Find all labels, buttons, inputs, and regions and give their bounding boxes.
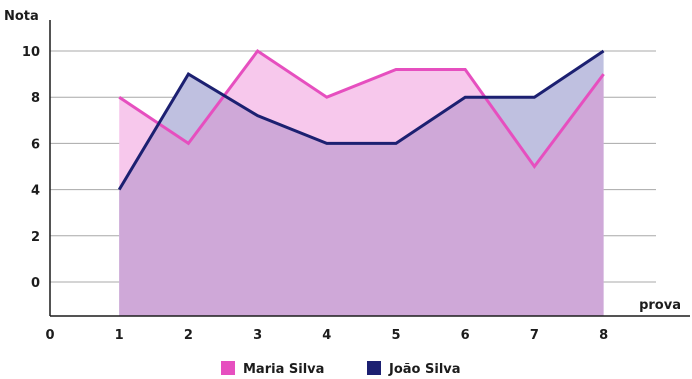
x-tick-label: 4 bbox=[322, 328, 331, 343]
area-overlap bbox=[119, 51, 604, 316]
axes bbox=[49, 20, 690, 317]
y-tick-label: 4 bbox=[31, 184, 40, 199]
legend-item-maria-silva: Maria Silva bbox=[221, 361, 324, 377]
legend-label: João Silva bbox=[388, 362, 461, 377]
x-tick-label: 5 bbox=[391, 328, 400, 343]
tick-labels: 0 1 2 3 4 5 6 7 8 0 2 4 6 8 10 bbox=[22, 45, 608, 343]
x-tick-label: 8 bbox=[599, 328, 608, 343]
legend-label: Maria Silva bbox=[243, 362, 324, 377]
legend: Maria Silva João Silva bbox=[221, 361, 461, 377]
line-layer bbox=[117, 48, 605, 191]
legend-swatch bbox=[367, 361, 381, 375]
x-tick-label: 2 bbox=[184, 328, 193, 343]
series-line-maria-silva bbox=[118, 48, 605, 170]
x-tick-label: 6 bbox=[461, 328, 470, 343]
x-axis-title: prova bbox=[639, 298, 681, 313]
series-line-joao-silva bbox=[117, 49, 605, 191]
y-tick-label: 10 bbox=[22, 45, 40, 60]
y-tick-label: 8 bbox=[31, 91, 40, 106]
x-tick-label: 3 bbox=[253, 328, 262, 343]
y-tick-label: 0 bbox=[31, 276, 40, 291]
x-tick-label: 7 bbox=[530, 328, 539, 343]
x-tick-label: 0 bbox=[45, 328, 54, 343]
area-layer bbox=[119, 51, 604, 316]
legend-item-joao-silva: João Silva bbox=[367, 361, 461, 377]
y-axis-title: Nota bbox=[4, 9, 39, 24]
legend-swatch bbox=[221, 361, 235, 375]
y-tick-label: 6 bbox=[31, 137, 40, 152]
y-tick-label: 2 bbox=[31, 230, 40, 245]
x-tick-label: 1 bbox=[115, 328, 124, 343]
